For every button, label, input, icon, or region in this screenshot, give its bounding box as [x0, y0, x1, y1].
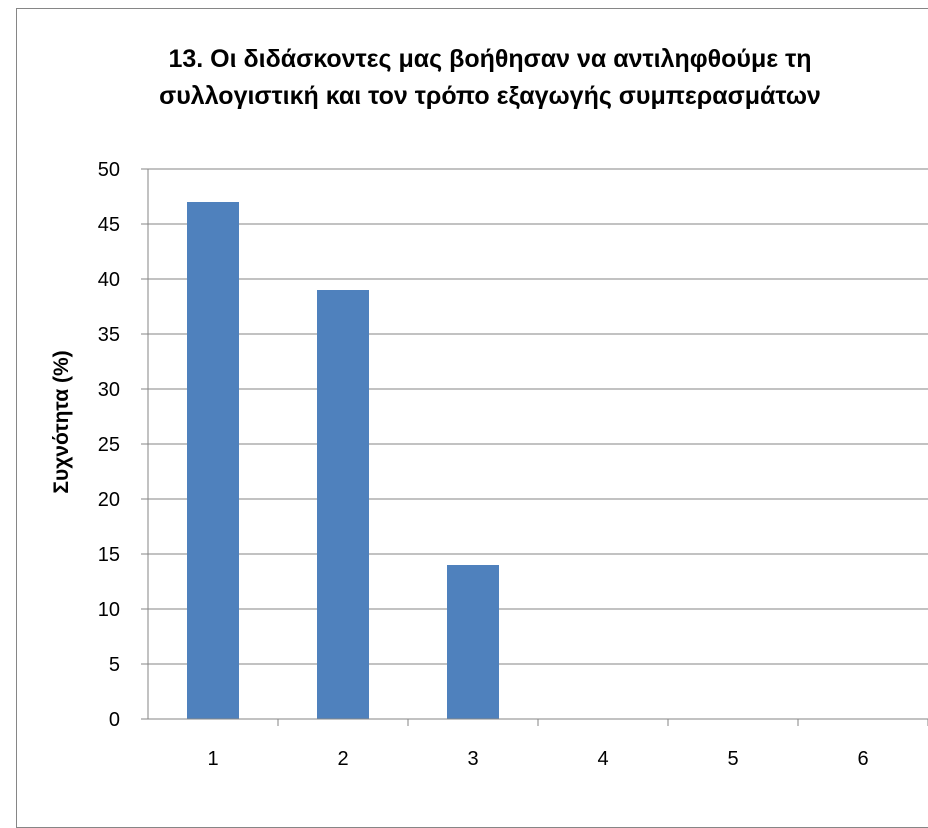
y-tick-label-40: 40 — [98, 269, 120, 291]
x-tick-label-1: 1 — [207, 748, 218, 770]
chart-title-line-1: 13. Οι διδάσκοντες μας βοήθησαν να αντιλ… — [168, 45, 811, 73]
x-tick-label-6: 6 — [857, 748, 868, 770]
y-tick-label-10: 10 — [98, 599, 120, 621]
y-tick-labels: 0 5 10 15 20 25 30 35 40 45 50 — [98, 159, 120, 731]
y-tick-label-25: 25 — [98, 434, 120, 456]
x-tick-labels: 1 2 3 4 5 6 — [207, 719, 928, 770]
y-tick-label-5: 5 — [109, 654, 120, 676]
y-tick-label-45: 45 — [98, 214, 120, 236]
gridlines — [141, 168, 928, 720]
y-axis-label: Συχνότητα (%) — [50, 350, 73, 493]
y-tick-label-20: 20 — [98, 489, 120, 511]
x-tick-label-2: 2 — [337, 748, 348, 770]
chart-title-line-2: συλλογιστική και τον τρόπο εξαγωγής συμπ… — [159, 82, 821, 110]
bar-2 — [317, 290, 369, 719]
x-tick-label-4: 4 — [597, 748, 608, 770]
x-tick-label-3: 3 — [467, 748, 478, 770]
y-tick-label-15: 15 — [98, 544, 120, 566]
y-tick-label-0: 0 — [109, 709, 120, 731]
bar-3 — [447, 565, 499, 719]
bars — [187, 202, 499, 719]
bar-1 — [187, 202, 239, 719]
y-tick-label-50: 50 — [98, 159, 120, 181]
x-tick-label-5: 5 — [727, 748, 738, 770]
y-tick-label-30: 30 — [98, 379, 120, 401]
y-tick-label-35: 35 — [98, 324, 120, 346]
